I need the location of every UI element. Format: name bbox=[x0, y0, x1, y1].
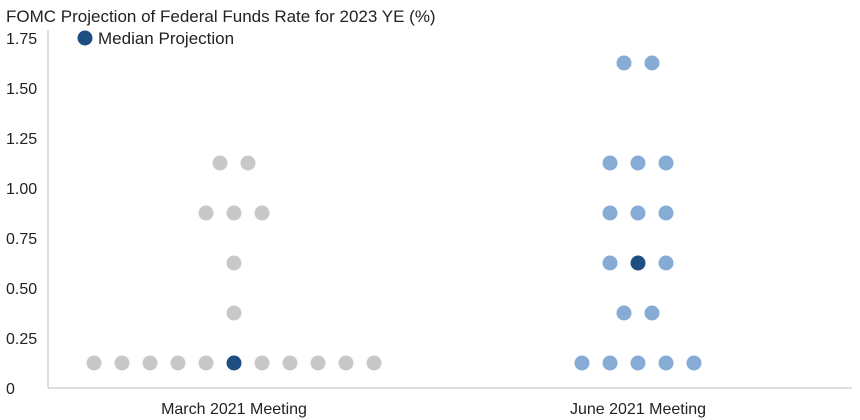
y-tick-label: 1.50 bbox=[6, 81, 37, 98]
y-tick-label: 0.75 bbox=[6, 231, 37, 248]
projection-dot bbox=[602, 155, 618, 171]
projection-dot bbox=[630, 355, 646, 371]
median-projection-dot bbox=[226, 355, 242, 371]
y-tick-label: 0.25 bbox=[6, 331, 37, 348]
projection-dot bbox=[170, 355, 186, 371]
legend-swatch-median bbox=[77, 30, 93, 46]
projection-dot bbox=[226, 205, 242, 221]
x-axis: March 2021 Meeting June 2021 Meeting bbox=[48, 387, 852, 418]
projection-dot bbox=[310, 355, 326, 371]
y-tick-label: 1.75 bbox=[6, 31, 37, 48]
projection-dot bbox=[198, 355, 214, 371]
projection-dot bbox=[644, 55, 660, 71]
y-tick-label: 0 bbox=[6, 381, 15, 398]
legend-label-median: Median Projection bbox=[98, 29, 234, 48]
projection-dot bbox=[254, 355, 270, 371]
y-tick-label: 1.00 bbox=[6, 181, 37, 198]
legend: Median Projection bbox=[77, 29, 234, 48]
y-tick-label: 0.50 bbox=[6, 281, 37, 298]
chart-title: FOMC Projection of Federal Funds Rate fo… bbox=[6, 7, 436, 26]
projection-dot bbox=[602, 205, 618, 221]
projection-dot bbox=[226, 255, 242, 271]
projection-dot bbox=[602, 255, 618, 271]
projection-dot bbox=[616, 55, 632, 71]
projection-dot bbox=[658, 255, 674, 271]
median-projection-dot bbox=[630, 255, 646, 271]
projection-dot bbox=[86, 355, 102, 371]
projection-dot bbox=[644, 305, 660, 321]
projection-dot bbox=[114, 355, 130, 371]
projection-dot bbox=[630, 205, 646, 221]
projection-dot bbox=[212, 155, 228, 171]
dot-series bbox=[86, 55, 702, 371]
projection-dot bbox=[254, 205, 270, 221]
projection-dot bbox=[338, 355, 354, 371]
projection-dot bbox=[658, 155, 674, 171]
projection-dot bbox=[616, 305, 632, 321]
projection-dot bbox=[686, 355, 702, 371]
projection-dot bbox=[574, 355, 590, 371]
y-tick-label: 1.25 bbox=[6, 131, 37, 148]
projection-dot bbox=[366, 355, 382, 371]
projection-dot bbox=[602, 355, 618, 371]
projection-dot bbox=[142, 355, 158, 371]
x-category-label: June 2021 Meeting bbox=[570, 401, 706, 418]
projection-dot bbox=[658, 355, 674, 371]
projection-dot bbox=[226, 305, 242, 321]
projection-dot bbox=[198, 205, 214, 221]
y-axis: 1.75 1.50 1.25 1.00 0.75 0.50 0.25 0 bbox=[6, 30, 49, 398]
projection-dot bbox=[282, 355, 298, 371]
projection-dot bbox=[630, 155, 646, 171]
projection-dot bbox=[658, 205, 674, 221]
projection-dot bbox=[240, 155, 256, 171]
x-category-label: March 2021 Meeting bbox=[161, 401, 307, 418]
